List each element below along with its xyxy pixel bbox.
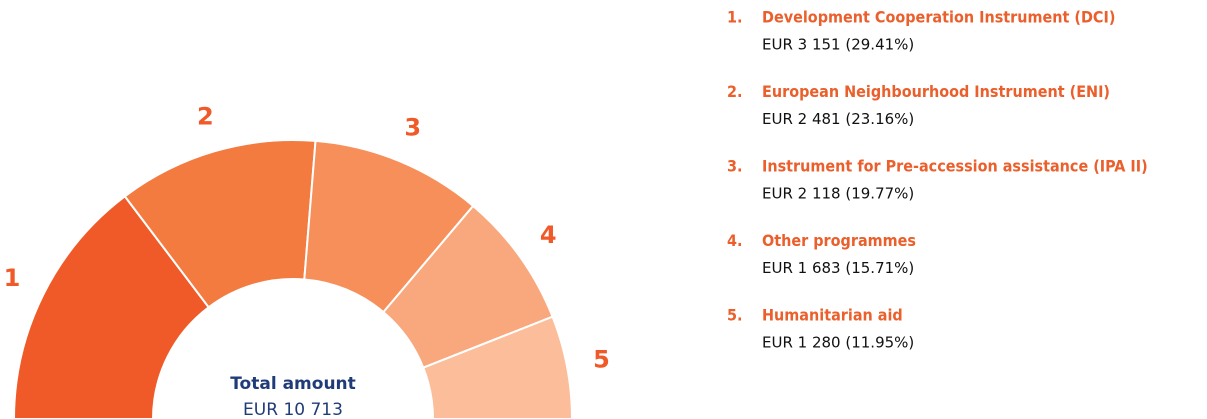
legend-value: EUR 3 151 (29.41%)	[762, 36, 914, 54]
legend-value: EUR 1 280 (11.95%)	[762, 334, 914, 352]
segment	[421, 315, 574, 419]
legend: 1. Development Cooperation Instrument (DC…	[727, 8, 1148, 352]
segment-label: 2	[197, 102, 214, 130]
segment	[12, 194, 211, 419]
legend-name: European Neighbourhood Instrument (ENI)	[762, 82, 1110, 101]
segments: 1 2 3 4 5	[4, 102, 610, 419]
legend-value: EUR 1 683 (15.71%)	[762, 259, 914, 277]
legend-value: EUR 2 481 (23.16%)	[762, 110, 914, 128]
legend-marker: 2.	[727, 82, 742, 101]
legend-value: EUR 2 118 (19.77%)	[762, 185, 914, 203]
center-title: Total amount	[230, 374, 356, 394]
legend-name: Instrument for Pre-accession assistance …	[762, 157, 1148, 176]
legend-name: Humanitarian aid	[762, 306, 903, 325]
legend-marker: 3.	[727, 157, 742, 176]
legend-name: Other programmes	[762, 231, 916, 250]
legend-marker: 4.	[727, 231, 742, 250]
segment-label: 1	[4, 264, 21, 292]
segment-label: 4	[540, 221, 557, 249]
legend-marker: 5.	[727, 306, 742, 325]
segment-label: 3	[404, 114, 421, 142]
total-label: EUR 10 713	[243, 400, 343, 419]
segment-label: 5	[593, 345, 610, 373]
legend-marker: 1.	[727, 8, 742, 27]
legend-name: Development Cooperation Instrument (DCI)	[762, 8, 1115, 27]
